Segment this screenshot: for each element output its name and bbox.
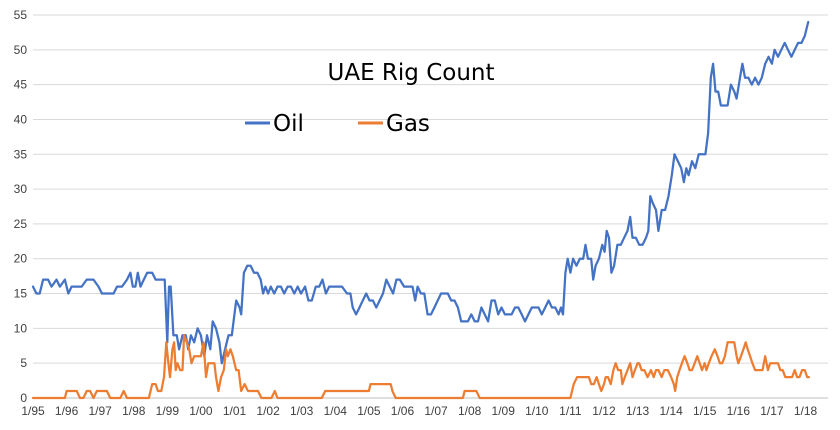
chart-title: UAE Rig Count: [328, 60, 495, 86]
x-tick-label: 1/01: [223, 404, 247, 418]
x-tick-label: 1/09: [492, 404, 516, 418]
y-tick-label: 15: [14, 287, 28, 301]
x-tick-label: 1/95: [21, 404, 45, 418]
x-tick-label: 1/12: [592, 404, 616, 418]
x-tick-label: 1/13: [626, 404, 650, 418]
x-tick-label: 1/15: [693, 404, 717, 418]
x-tick-label: 1/00: [189, 404, 213, 418]
y-tick-label: 35: [14, 147, 28, 161]
x-tick-label: 1/16: [727, 404, 751, 418]
x-tick-label: 1/99: [156, 404, 180, 418]
y-tick-label: 55: [14, 8, 28, 22]
series-lines: [31, 20, 811, 400]
legend-label-oil: Oil: [273, 111, 304, 137]
series-line-gas: [31, 334, 811, 400]
x-tick-label: 1/96: [55, 404, 79, 418]
x-axis-ticks: 1/95 1/96 1/97 1/98 1/99 1/00 1/01 1/02 1/03 1/04…: [21, 404, 817, 418]
x-tick-label: 1/08: [458, 404, 482, 418]
y-tick-label: 45: [14, 78, 28, 92]
x-tick-label: 1/17: [760, 404, 784, 418]
x-tick-label: 1/05: [357, 404, 381, 418]
y-tick-label: 5: [20, 356, 27, 370]
x-tick-label: 1/03: [290, 404, 314, 418]
y-tick-label: 25: [14, 217, 28, 231]
legend: Oil Gas: [245, 111, 430, 137]
x-tick-label: 1/06: [391, 404, 415, 418]
y-tick-label: 20: [14, 252, 28, 266]
y-tick-label: 0: [20, 391, 27, 405]
x-tick-label: 1/14: [659, 404, 683, 418]
x-tick-label: 1/97: [88, 404, 112, 418]
x-tick-label: 1/02: [256, 404, 280, 418]
x-tick-label: 1/18: [794, 404, 818, 418]
y-tick-label: 40: [14, 112, 28, 126]
y-tick-label: 50: [14, 43, 28, 57]
x-tick-label: 1/10: [525, 404, 549, 418]
x-tick-label: 1/98: [122, 404, 146, 418]
legend-label-gas: Gas: [386, 111, 430, 137]
x-tick-label: 1/04: [324, 404, 348, 418]
y-tick-label: 10: [14, 321, 28, 335]
x-tick-label: 1/11: [559, 404, 582, 418]
x-tick-label: 1/07: [424, 404, 448, 418]
y-axis-ticks: 0 5 10 15 20 25 30 35 40 45 50 55: [14, 8, 28, 405]
y-tick-label: 30: [14, 182, 28, 196]
